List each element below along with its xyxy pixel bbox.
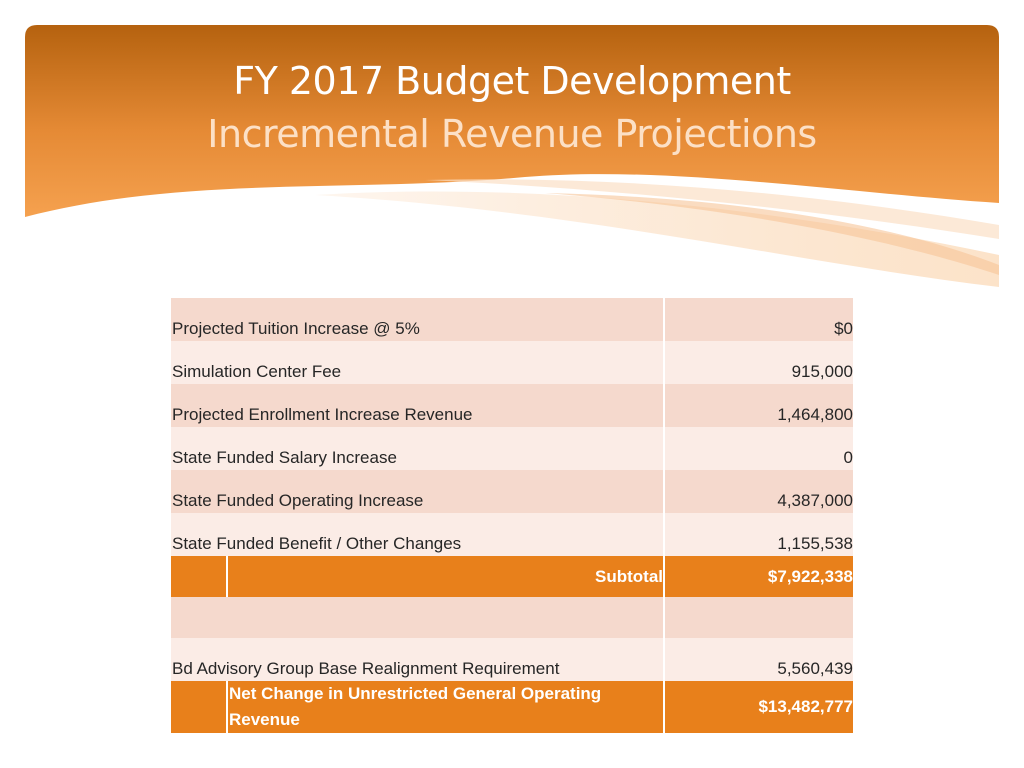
row-value: 915,000 bbox=[664, 341, 854, 384]
row-value: $0 bbox=[664, 298, 854, 341]
net-change-value: $13,482,777 bbox=[664, 681, 854, 733]
row-value: 0 bbox=[664, 427, 854, 470]
row-label: Projected Enrollment Increase Revenue bbox=[171, 384, 666, 427]
row-label: State Funded Salary Increase bbox=[171, 427, 666, 470]
empty-cell bbox=[171, 597, 666, 638]
table-row: State Funded Operating Increase 4,387,00… bbox=[171, 470, 854, 513]
realignment-label: Bd Advisory Group Base Realignment Requi… bbox=[171, 638, 666, 681]
row-label: State Funded Benefit / Other Changes bbox=[171, 513, 666, 556]
table-row: Projected Enrollment Increase Revenue 1,… bbox=[171, 384, 854, 427]
table-row: Simulation Center Fee 915,000 bbox=[171, 341, 854, 384]
subtotal-spacer bbox=[171, 556, 228, 597]
row-value: 1,155,538 bbox=[664, 513, 854, 556]
table-row: State Funded Salary Increase 0 bbox=[171, 427, 854, 470]
row-label: Projected Tuition Increase @ 5% bbox=[171, 298, 666, 341]
empty-row bbox=[171, 597, 854, 638]
title-banner bbox=[25, 25, 999, 290]
empty-cell bbox=[664, 597, 854, 638]
realignment-row: Bd Advisory Group Base Realignment Requi… bbox=[171, 638, 854, 681]
net-change-row: Net Change in Unrestricted General Opera… bbox=[171, 681, 854, 733]
row-label: Simulation Center Fee bbox=[171, 341, 666, 384]
subtotal-label: Subtotal bbox=[227, 556, 666, 597]
net-change-label: Net Change in Unrestricted General Opera… bbox=[227, 681, 666, 733]
table-row: State Funded Benefit / Other Changes 1,1… bbox=[171, 513, 854, 556]
row-value: 4,387,000 bbox=[664, 470, 854, 513]
subtotal-value: $7,922,338 bbox=[664, 556, 854, 597]
net-change-spacer bbox=[171, 681, 228, 733]
slide-subtitle: Incremental Revenue Projections bbox=[207, 112, 817, 156]
row-value: 1,464,800 bbox=[664, 384, 854, 427]
row-label: State Funded Operating Increase bbox=[171, 470, 666, 513]
realignment-value: 5,560,439 bbox=[664, 638, 854, 681]
table-row: Projected Tuition Increase @ 5% $0 bbox=[171, 298, 854, 341]
subtotal-row: Subtotal $7,922,338 bbox=[171, 556, 854, 597]
revenue-table: Projected Tuition Increase @ 5% $0 Simul… bbox=[171, 298, 854, 733]
slide-title: FY 2017 Budget Development bbox=[233, 59, 791, 103]
title-block: FY 2017 Budget Development Incremental R… bbox=[25, 55, 999, 161]
